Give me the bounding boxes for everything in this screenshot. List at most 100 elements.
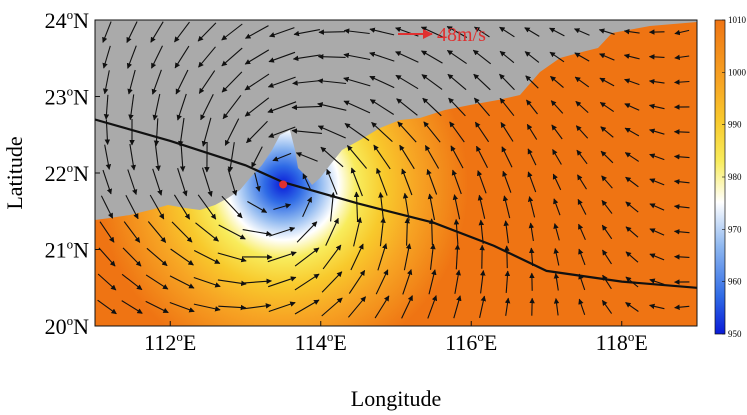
- wind-vector-arrow: [674, 304, 690, 310]
- wind-vector-arrow: [528, 247, 535, 266]
- wind-vector-arrow: [402, 269, 413, 295]
- wind-vector-arrow: [353, 217, 362, 247]
- wind-vector-arrow: [601, 199, 613, 214]
- wind-vector-arrow: [399, 144, 415, 170]
- wind-vector-arrow: [294, 273, 320, 291]
- wind-vector-arrow: [476, 145, 488, 168]
- wind-vector-arrow: [302, 196, 312, 218]
- wind-vector-arrow: [573, 28, 590, 36]
- y-axis-label: Latitude: [2, 136, 27, 209]
- wind-vector-arrow: [553, 223, 560, 241]
- wind-vector-arrow: [325, 217, 339, 246]
- wind-vector-arrow: [302, 173, 312, 191]
- wind-vector-arrow: [625, 176, 639, 188]
- wind-vector-arrow: [602, 274, 612, 290]
- wind-vector-arrow: [343, 28, 370, 35]
- wind-vector-arrow: [145, 274, 169, 290]
- wind-vector-arrow: [423, 121, 441, 143]
- wind-vector-arrow: [447, 73, 467, 91]
- wind-vector-arrow: [577, 198, 587, 215]
- wind-vector-arrow: [218, 224, 246, 240]
- wind-vector-arrow: [147, 221, 167, 243]
- wind-vector-arrow: [575, 125, 589, 139]
- wind-vector-arrow: [421, 50, 443, 64]
- colorbar-tick-label: 970: [728, 224, 742, 234]
- wind-vector-arrow: [129, 143, 137, 171]
- wind-vector-arrow: [578, 298, 586, 315]
- colorbar-ticks: 1010 1000 990 980 970 960 950: [722, 15, 747, 339]
- x-axis-ticks: 112oE 114oE 116oE 118oE: [144, 321, 648, 355]
- wind-vector-arrow: [176, 93, 187, 121]
- wind-vector-arrow: [477, 170, 487, 194]
- wind-vector-arrow: [375, 269, 389, 295]
- wind-vector-arrow: [197, 22, 217, 42]
- wind-vector-arrow: [649, 178, 665, 186]
- wind-vector-arrow: [504, 245, 510, 269]
- wind-vector-arrow: [625, 201, 639, 213]
- x-axis-label: Longitude: [351, 386, 441, 411]
- wind-vector-arrow: [527, 196, 536, 218]
- wind-vector-arrow: [499, 26, 515, 38]
- wind-vector-arrow: [625, 226, 639, 238]
- wind-vector-arrow: [369, 99, 394, 115]
- wind-vector-arrow: [674, 54, 690, 61]
- wind-vector-arrow: [97, 299, 117, 315]
- wind-vector-arrow: [293, 29, 321, 37]
- wind-vector-arrow: [104, 144, 112, 170]
- y-axis-ticks: 20oN 21oN 22oN 23oN 24oN: [45, 7, 100, 339]
- wind-vector-arrow: [97, 273, 117, 291]
- wind-vector-arrow: [428, 269, 437, 295]
- wind-vector-arrow: [198, 70, 216, 94]
- y-tick-label: 24oN: [45, 7, 90, 33]
- wind-vector-arrow: [549, 27, 565, 37]
- wind-vector-field: [97, 21, 690, 319]
- wind-vector-arrow: [553, 198, 561, 216]
- wind-vector-arrow: [376, 167, 388, 196]
- wind-vector-arrow: [224, 118, 240, 146]
- wind-vector-arrow: [395, 51, 419, 63]
- wind-vector-arrow: [171, 221, 193, 243]
- wind-vector-arrow: [292, 79, 322, 86]
- wind-vector-arrow: [198, 46, 216, 68]
- wind-vector-arrow: [574, 52, 590, 62]
- wind-vector-arrow: [321, 271, 343, 293]
- wind-vector-arrow: [397, 121, 417, 143]
- wind-vector-arrow: [474, 121, 490, 143]
- land-mask-mainland-china: [95, 20, 697, 220]
- wind-vector-arrow: [649, 153, 665, 161]
- wind-vector-arrow: [624, 152, 640, 162]
- wind-vector-arrow: [245, 25, 269, 39]
- wind-vector-arrow: [99, 221, 115, 243]
- wind-vector-arrow: [673, 229, 690, 235]
- wind-vector-arrow: [127, 169, 138, 196]
- wind-vector-arrow: [601, 175, 613, 189]
- wind-vector-arrow: [102, 45, 111, 69]
- wind-vector-arrow: [526, 123, 538, 140]
- wind-vector-arrow: [599, 101, 615, 113]
- wind-vector-arrow: [200, 93, 214, 121]
- wind-vector-arrow: [102, 70, 110, 95]
- wind-vector-arrow: [528, 222, 535, 241]
- wind-vector-arrow: [625, 251, 639, 263]
- wind-vector-arrow: [221, 23, 243, 41]
- wind-vector-arrow: [268, 301, 296, 313]
- wind-vector-arrow: [152, 168, 163, 196]
- wind-vector-arrow: [227, 142, 235, 173]
- wind-vector-arrow: [296, 221, 318, 243]
- wind-vector-arrow: [473, 73, 491, 91]
- wind-vector-arrow: [452, 194, 461, 220]
- wind-vector-arrow: [128, 94, 135, 121]
- wind-vector-arrow: [267, 76, 296, 88]
- wind-vector-arrow: [401, 295, 413, 319]
- wind-vector-arrow: [151, 45, 163, 69]
- wind-vector-arrow: [504, 297, 511, 316]
- wind-vector-arrow: [273, 203, 292, 211]
- wind-vector-arrow: [374, 295, 390, 319]
- wind-vector-arrow: [624, 78, 640, 86]
- wind-vector-arrow: [527, 148, 537, 166]
- wind-vector-arrow: [126, 21, 138, 43]
- wind-vector-arrow: [480, 270, 486, 294]
- wind-vector-arrow: [599, 77, 615, 87]
- colorbar-tick-label: 980: [728, 172, 742, 182]
